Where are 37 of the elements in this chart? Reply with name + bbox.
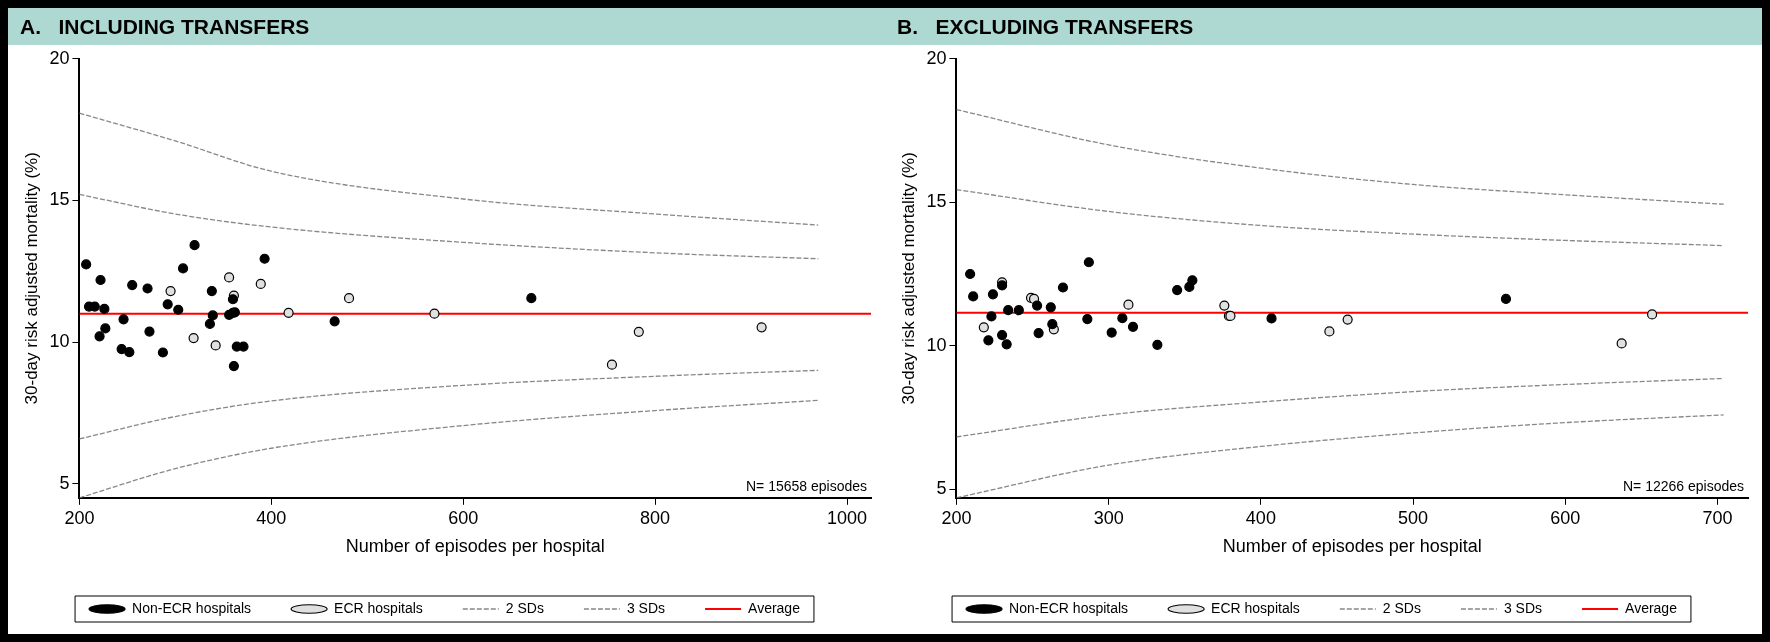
y-tick-label: 10 <box>49 330 70 351</box>
legend-label: 2 SDs <box>1382 599 1421 616</box>
legend-label: 3 SDs <box>1503 599 1543 616</box>
annotation: N= 12266 episodes <box>1622 477 1744 494</box>
legend-label: Average <box>1625 599 1678 616</box>
legend-label: 2 SDs <box>505 599 544 616</box>
x-tick-label: 600 <box>1550 507 1581 528</box>
legend-label: 3 SDs <box>626 599 666 616</box>
legend-label: Non-ECR hospitals <box>132 599 252 616</box>
y-tick-label: 20 <box>926 47 947 68</box>
y-tick-label: 5 <box>59 472 70 493</box>
legend-label: ECR hospitals <box>334 599 423 616</box>
legend-label: Average <box>748 599 801 616</box>
y-tick-label: 15 <box>926 191 947 212</box>
y-tick-label: 5 <box>936 478 947 499</box>
y-axis-title: 30-day risk adjusted mortality (%) <box>898 152 918 405</box>
annotation: N= 15658 episodes <box>745 477 867 494</box>
legend-label: ECR hospitals <box>1211 599 1300 616</box>
y-axis-title: 30-day risk adjusted mortality (%) <box>21 152 41 405</box>
x-tick-label: 1000 <box>826 507 868 528</box>
chart-title: B. EXCLUDING TRANSFERS <box>885 8 1762 45</box>
x-tick-label: 200 <box>64 507 95 528</box>
y-tick-label: 10 <box>926 334 947 355</box>
x-tick-label: 400 <box>1245 507 1276 528</box>
x-tick-label: 700 <box>1702 507 1733 528</box>
legend-label: Non-ECR hospitals <box>1009 599 1129 616</box>
y-tick-label: 20 <box>49 47 70 68</box>
x-tick-label: 300 <box>1093 507 1124 528</box>
x-tick-label: 800 <box>640 507 671 528</box>
x-tick-label: 500 <box>1398 507 1429 528</box>
x-axis-title: Number of episodes per hospital <box>345 536 605 557</box>
x-tick-label: 200 <box>941 507 972 528</box>
x-axis-title: Number of episodes per hospital <box>1222 536 1482 557</box>
y-tick-label: 15 <box>49 189 70 210</box>
x-tick-label: 400 <box>256 507 287 528</box>
x-tick-label: 600 <box>448 507 479 528</box>
chart-title: A. INCLUDING TRANSFERS <box>8 8 885 45</box>
